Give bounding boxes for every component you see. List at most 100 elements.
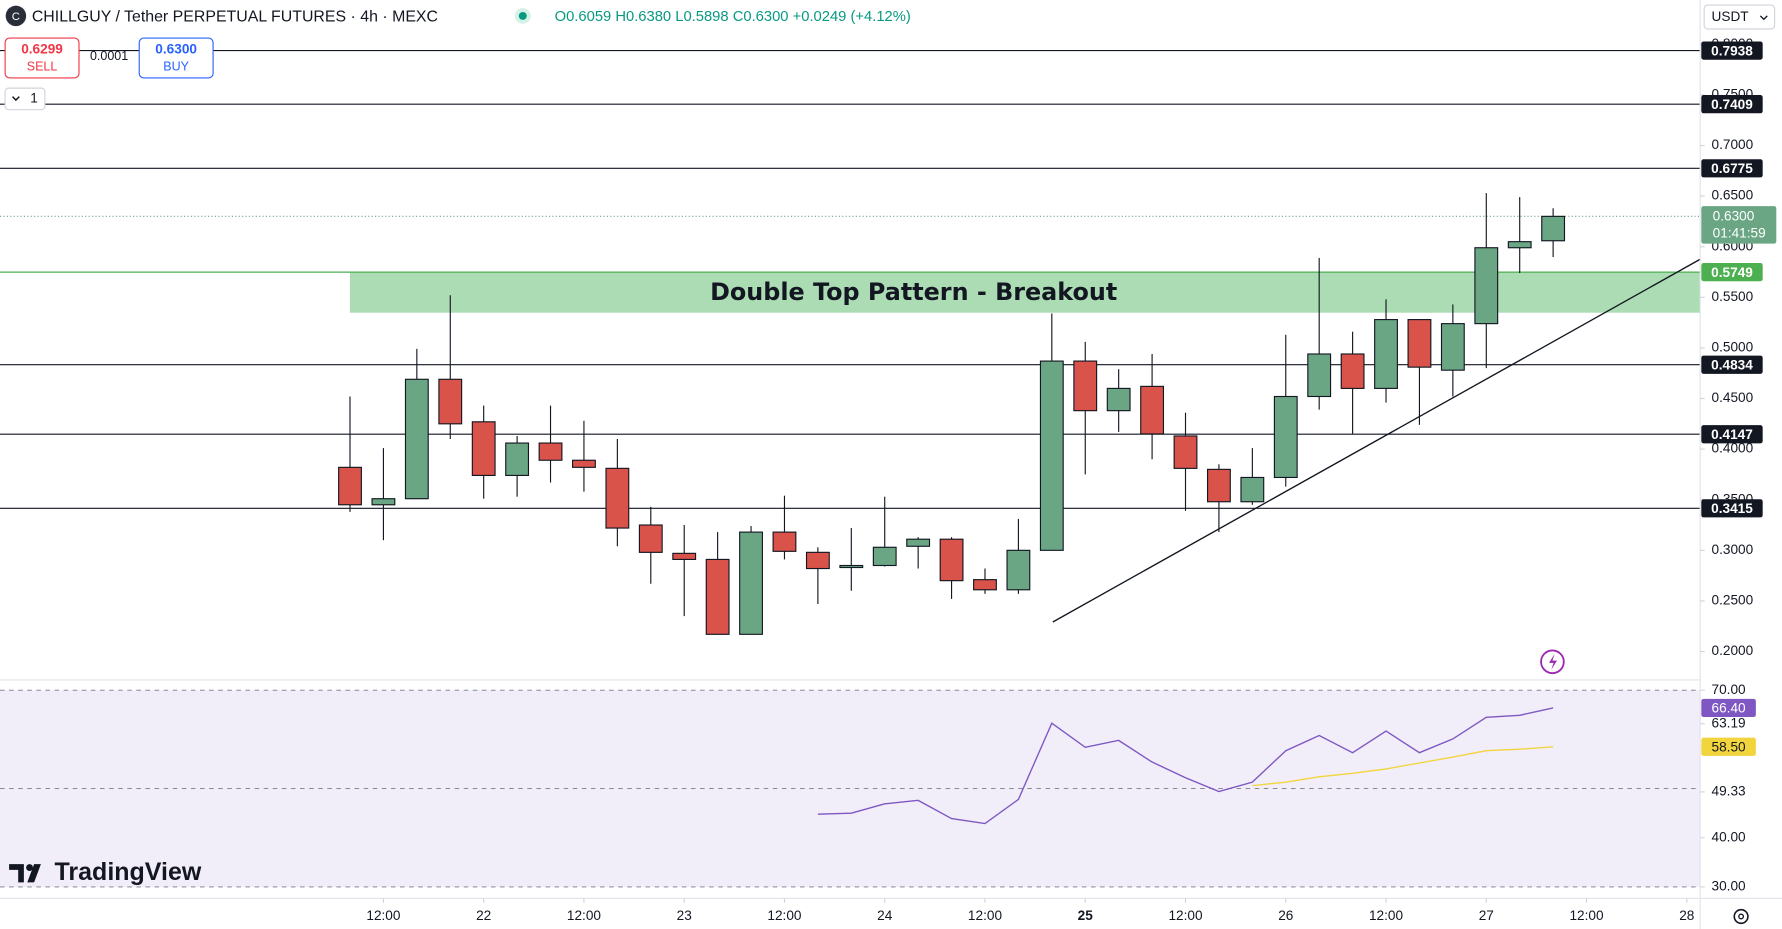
level-label-box <box>1701 159 1763 178</box>
candle-body <box>672 552 697 560</box>
settings-icon[interactable] <box>1733 908 1749 925</box>
rsi-tick-label: 49.33 <box>1712 783 1746 798</box>
symbol-icon-letter: C <box>12 11 20 23</box>
buy-button[interactable] <box>138 37 214 79</box>
level-label: 0.7409 <box>1711 97 1753 112</box>
spread: 0.0001 <box>90 49 128 63</box>
y-tick-label: 0.4000 <box>1712 441 1754 456</box>
logo: TradingView <box>55 858 202 886</box>
buy-price: 0.6300 <box>155 42 197 57</box>
x-tick-label: 12:00 <box>567 908 602 923</box>
y-tick-label: 0.6500 <box>1712 188 1754 203</box>
currency-selector[interactable] <box>1703 4 1776 30</box>
sell-button[interactable] <box>4 37 80 79</box>
x-tick-label: 27 <box>1479 908 1494 923</box>
y-tick-label: 0.5000 <box>1712 340 1754 355</box>
x-tick-label: 12:00 <box>1369 908 1404 923</box>
candle-body <box>1541 215 1566 242</box>
buy-label: BUY <box>163 59 189 73</box>
candle-body <box>1407 319 1432 368</box>
candle-body <box>805 551 830 570</box>
level-label-box <box>1701 355 1763 374</box>
candle-body <box>772 531 797 552</box>
currency: USDT <box>1712 9 1750 24</box>
candle-body <box>1340 353 1365 389</box>
candle-body <box>739 531 763 635</box>
y-tick-label: 0.5500 <box>1712 289 1754 304</box>
level-label-box <box>1701 499 1763 518</box>
currency-chevron <box>1759 15 1768 21</box>
candle-body <box>1474 247 1499 325</box>
plot-area: Double Top Pattern - Breakout <box>0 50 1701 888</box>
x-tick-label: 28 <box>1679 908 1694 923</box>
level-label: 0.4834 <box>1711 357 1753 372</box>
zone-top-label-box <box>1701 263 1763 282</box>
candle-body <box>471 421 496 477</box>
x-tick-label: 12:00 <box>366 908 401 923</box>
x-tick-label: 12:00 <box>767 908 802 923</box>
x-tick-label: 24 <box>877 908 893 923</box>
y-tick-label: 0.2500 <box>1712 593 1754 608</box>
level-label: 0.4147 <box>1711 427 1753 442</box>
trendline <box>1052 258 1701 623</box>
candle-body <box>338 466 362 506</box>
y-tick-label: 0.4500 <box>1712 390 1754 405</box>
candle-body <box>1140 385 1165 435</box>
level-label-box <box>1701 41 1763 60</box>
rsi-value-label: 58.50 <box>1712 740 1747 755</box>
candle-body <box>1307 353 1332 398</box>
sell-price: 0.6299 <box>21 42 63 57</box>
candle-body <box>973 579 997 591</box>
level-label-box <box>1701 95 1763 114</box>
rsi-tick-label: 40.00 <box>1712 829 1747 844</box>
candle-body <box>538 442 563 461</box>
y-tick-label: 0.3000 <box>1712 542 1754 557</box>
candle-body <box>1073 360 1098 412</box>
symbol-title[interactable]: CHILLGUY / Tether PERPETUAL FUTURES · 4h… <box>32 8 438 25</box>
candle-body <box>705 558 730 635</box>
x-tick-label: 22 <box>476 908 491 923</box>
x-tick-label: 12:00 <box>968 908 1003 923</box>
x-tick-label: 12:00 <box>1569 908 1604 923</box>
candle-body <box>1039 360 1064 551</box>
y-tick-label: 0.7000 <box>1712 137 1754 152</box>
settings-icon-center <box>1738 913 1745 920</box>
candle-body <box>1206 468 1231 503</box>
quantity: 1 <box>30 91 38 106</box>
candle-body <box>1006 549 1031 591</box>
rsi-tick-label: 30.00 <box>1712 879 1747 894</box>
logo-dot <box>26 864 33 872</box>
rsi-line <box>1252 746 1554 787</box>
level-label-box <box>1701 425 1763 444</box>
rsi-tick-label: 63.19 <box>1712 715 1746 730</box>
candle-body <box>1374 319 1398 389</box>
candle-body <box>1440 323 1465 371</box>
last-price-label: 0.6300 <box>1713 209 1755 224</box>
market-status-dot <box>518 11 527 20</box>
candle-body <box>1273 395 1298 479</box>
candle-body <box>1106 387 1131 412</box>
rsi-value-label: 66.40 <box>1712 701 1747 716</box>
candle-body <box>438 378 463 425</box>
logo-mark <box>9 864 41 883</box>
candle-body <box>1240 476 1265 503</box>
sell-label: SELL <box>27 59 58 73</box>
y-tick-label: 0.2000 <box>1712 643 1754 658</box>
level-label: 0.6775 <box>1711 161 1753 176</box>
candle-body <box>839 564 864 569</box>
rsi-value-box <box>1701 698 1756 718</box>
candle-body <box>872 546 897 567</box>
candle-body <box>505 442 530 477</box>
rsi-tick-label: 70.00 <box>1712 682 1747 697</box>
zone-top-label: 0.5749 <box>1711 265 1753 280</box>
x-tick-label: 23 <box>677 908 692 923</box>
candle-body <box>1507 241 1532 249</box>
candle-body <box>371 498 396 506</box>
candle-body <box>572 459 596 468</box>
candle-body <box>906 538 931 547</box>
countdown: 01:41:59 <box>1713 226 1766 241</box>
level-label: 0.3415 <box>1711 501 1753 516</box>
zone-label: Double Top Pattern - Breakout <box>710 278 1117 306</box>
candle-body <box>1173 435 1198 469</box>
quantity-dropdown[interactable] <box>4 87 46 111</box>
